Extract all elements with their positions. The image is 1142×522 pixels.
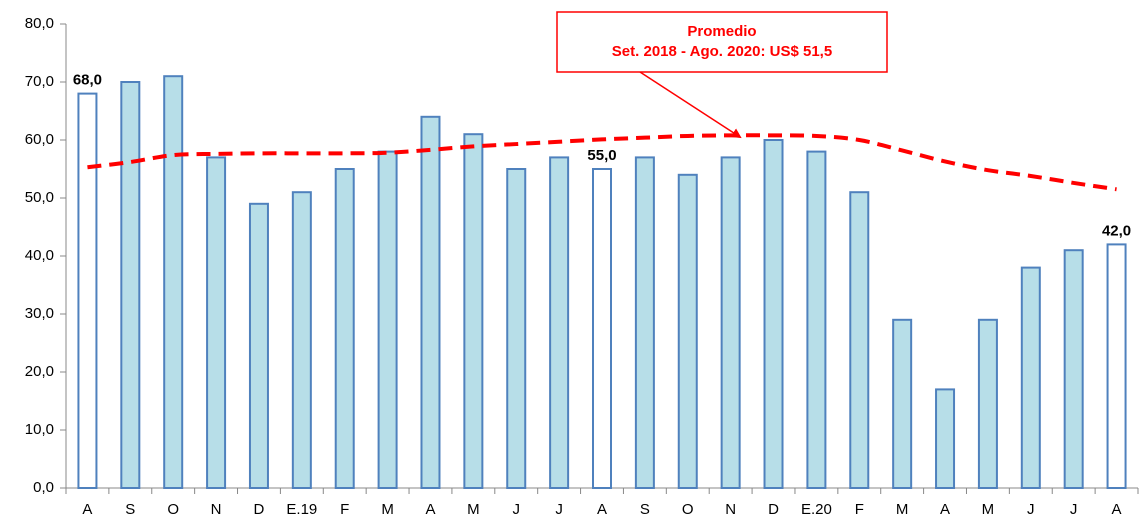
bar (892, 318, 913, 489)
x-tick-label: M (467, 501, 480, 518)
bar (506, 168, 527, 489)
bar (420, 115, 441, 490)
y-tick-label: 50,0 (25, 189, 54, 206)
value-label: 55,0 (587, 147, 616, 164)
bar (1063, 249, 1084, 489)
x-tick-label: J (1070, 501, 1078, 518)
x-tick-label: E.19 (286, 501, 317, 518)
x-tick-label: J (512, 501, 520, 518)
bar (677, 173, 698, 490)
bar (806, 150, 827, 489)
average-line (87, 133, 1117, 192)
y-tick-label: 60,0 (25, 131, 54, 148)
x-tick-label: J (1027, 501, 1035, 518)
annotation-text: Set. 2018 - Ago. 2020: US$ 51,5 (612, 43, 832, 60)
y-tick-label: 40,0 (25, 247, 54, 264)
x-tick-label: D (254, 501, 265, 518)
bar (377, 150, 398, 489)
bar (1020, 266, 1041, 489)
x-tick-label: N (211, 501, 222, 518)
x-tick-label: O (167, 501, 179, 518)
value-label: 42,0 (1102, 222, 1131, 239)
bar (463, 133, 484, 489)
bar (935, 388, 956, 489)
y-tick-label: 10,0 (25, 421, 54, 438)
x-tick-label: S (640, 501, 650, 518)
x-tick-label: A (425, 501, 435, 518)
bar (977, 318, 998, 489)
x-tick-label: F (855, 501, 864, 518)
y-tick-label: 0,0 (33, 479, 54, 496)
y-tick-label: 80,0 (25, 15, 54, 32)
x-tick-label: M (381, 501, 394, 518)
value-label: 68,0 (73, 72, 102, 89)
bar (163, 75, 184, 489)
annotation-box (556, 11, 888, 73)
bar (634, 156, 655, 489)
bar (77, 92, 98, 489)
x-tick-label: A (940, 501, 950, 518)
bar (334, 168, 355, 489)
bar (291, 191, 312, 489)
bar (849, 191, 870, 489)
x-tick-label: D (768, 501, 779, 518)
y-tick-label: 20,0 (25, 363, 54, 380)
x-tick-label: N (725, 501, 736, 518)
x-tick-label: A (1112, 501, 1122, 518)
x-tick-label: A (597, 501, 607, 518)
bar (1106, 243, 1127, 489)
y-tick-label: 30,0 (25, 305, 54, 322)
bar (720, 156, 741, 489)
bar (592, 168, 612, 489)
bar (248, 202, 269, 490)
x-tick-label: O (682, 501, 694, 518)
x-tick-label: F (340, 501, 349, 518)
x-tick-label: J (555, 501, 563, 518)
x-tick-label: M (896, 501, 909, 518)
x-tick-label: E.20 (801, 501, 832, 518)
x-tick-label: M (982, 501, 995, 518)
bar (120, 81, 141, 489)
annotation-text: Promedio (687, 23, 756, 40)
bar (763, 139, 784, 489)
annotation-arrow (639, 71, 742, 139)
bar (549, 156, 570, 489)
bar (206, 156, 227, 489)
x-tick-label: A (82, 501, 92, 518)
x-tick-label: S (125, 501, 135, 518)
y-tick-label: 70,0 (25, 73, 54, 90)
